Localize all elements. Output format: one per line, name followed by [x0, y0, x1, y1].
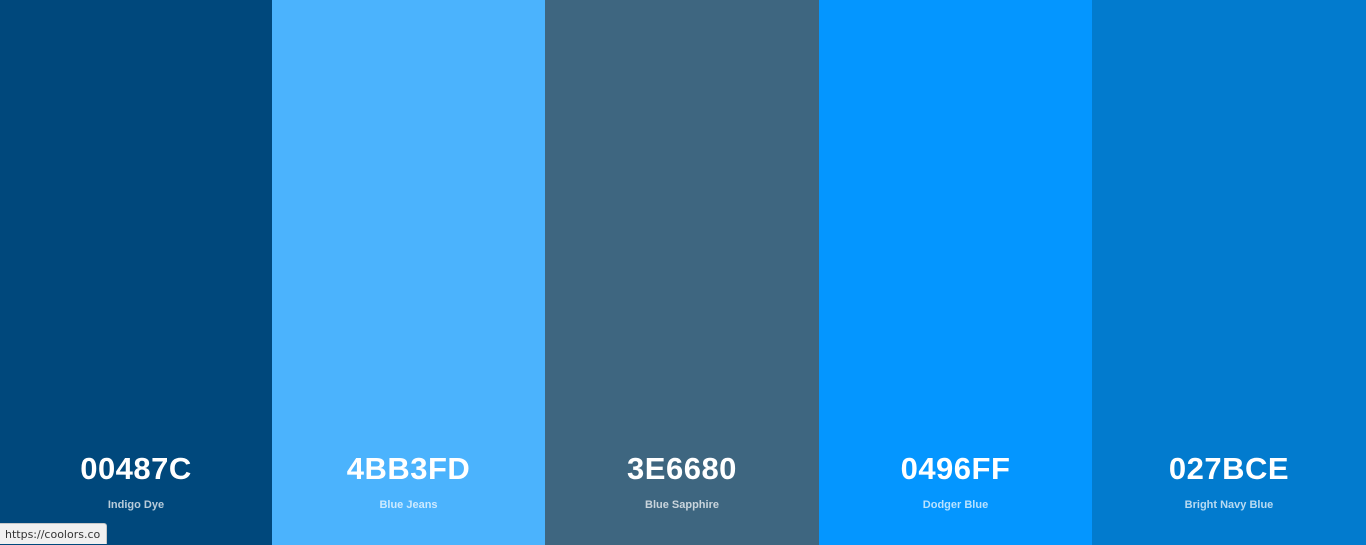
link-url-status-bar: https://coolors.co — [0, 523, 108, 544]
swatch-color-name: Blue Sapphire — [645, 499, 719, 511]
color-swatch-5[interactable]: 027BCE Bright Navy Blue — [1092, 0, 1366, 545]
swatch-color-name: Dodger Blue — [922, 499, 989, 511]
swatch-hex-code[interactable]: 4BB3FD — [346, 451, 471, 486]
color-swatch-3[interactable]: 3E6680 Blue Sapphire — [545, 0, 819, 545]
swatch-hex-code[interactable]: 00487C — [80, 451, 192, 486]
swatch-hex-code[interactable]: 0496FF — [900, 451, 1011, 486]
color-swatch-4[interactable]: 0496FF Dodger Blue — [819, 0, 1092, 545]
swatch-color-name: Indigo Dye — [107, 499, 165, 511]
swatch-hex-code[interactable]: 027BCE — [1168, 451, 1290, 486]
color-swatch-2[interactable]: 4BB3FD Blue Jeans — [272, 0, 545, 545]
color-swatch-1[interactable]: 00487C Indigo Dye — [0, 0, 272, 545]
swatch-hex-code[interactable]: 3E6680 — [627, 451, 737, 486]
swatch-color-name: Bright Navy Blue — [1184, 499, 1274, 511]
swatch-color-name: Blue Jeans — [379, 499, 438, 511]
